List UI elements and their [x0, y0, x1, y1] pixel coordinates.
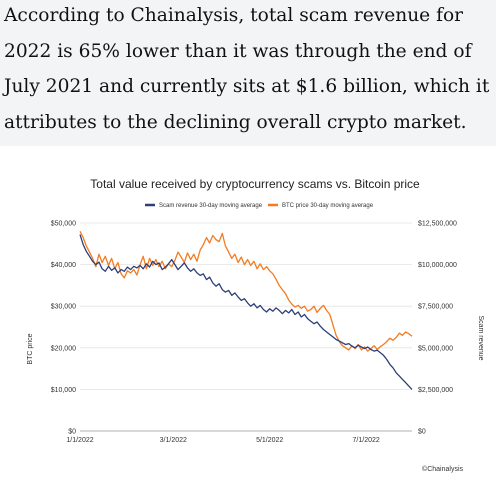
right-tick-label: $12,500,000 [418, 221, 457, 228]
left-tick-label: $30,000 [51, 304, 76, 311]
scam-revenue-line [79, 234, 413, 390]
right-tick-label: $0 [418, 429, 426, 436]
btc-price-line [79, 231, 413, 352]
x-tick-label: 1/1/2022 [66, 437, 93, 444]
legend-label-btc: BTC price 30-day moving average [282, 203, 374, 209]
gridlines [80, 222, 412, 432]
right-tick-label: $5,000,000 [418, 345, 453, 352]
right-tick-label: $7,500,000 [418, 304, 453, 311]
legend-label-scam: Scam revenue 30-day moving average [159, 203, 263, 209]
x-axis-ticks: 1/1/2022 3/1/2022 5/1/2022 7/1/2022 [66, 437, 380, 444]
right-tick-label: $2,500,000 [418, 387, 453, 394]
right-axis-ticks: $0 $2,500,000 $5,000,000 $7,500,000 $10,000,… [418, 221, 457, 436]
scam-vs-btc-chart: Total value received by cryptocurrency s… [27, 177, 484, 473]
left-tick-label: $50,000 [51, 221, 76, 228]
x-tick-label: 5/1/2022 [256, 437, 283, 444]
left-axis-ticks: $0 $10,000 $20,000 $30,000 $40,000 $50,000 [51, 221, 76, 436]
right-tick-label: $10,000,000 [418, 262, 457, 269]
series-lines [79, 231, 413, 390]
x-tick-label: 7/1/2022 [353, 437, 380, 444]
x-tick-label: 3/1/2022 [160, 437, 187, 444]
chart-card: Total value received by cryptocurrency s… [0, 163, 496, 483]
legend: Scam revenue 30-day moving average BTC p… [145, 203, 374, 209]
left-tick-label: $20,000 [51, 345, 76, 352]
left-tick-label: $40,000 [51, 262, 76, 269]
right-axis-title: Scam revenue [477, 315, 484, 360]
chainalysis-watermark: ©Chainalysis [422, 465, 463, 473]
article-paragraph: According to Chainalysis, total scam rev… [4, 5, 490, 133]
left-axis-title: BTC price [27, 333, 34, 364]
left-tick-label: $10,000 [51, 387, 76, 394]
left-tick-label: $0 [68, 429, 76, 436]
article-excerpt: According to Chainalysis, total scam rev… [0, 0, 496, 146]
chart-title: Total value received by cryptocurrency s… [90, 177, 420, 191]
